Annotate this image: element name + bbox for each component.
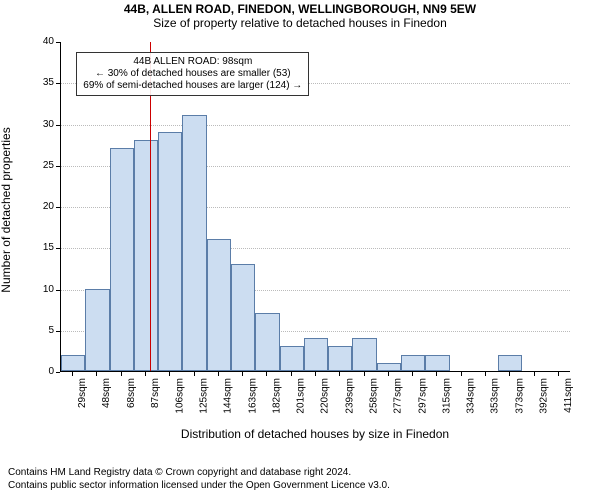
annotation-box: 44B ALLEN ROAD: 98sqm← 30% of detached h… [76,52,309,96]
xticklabel: 373sqm [514,378,525,414]
xtick [436,372,437,376]
yticklabel: 10 [24,284,54,295]
yticklabel: 5 [24,325,54,336]
xticklabel: 239sqm [344,378,355,414]
annotation-line: 69% of semi-detached houses are larger (… [83,80,302,92]
xtick [218,372,219,376]
bar [207,239,231,371]
bar [377,363,401,371]
bar [425,355,449,372]
xticklabel: 163sqm [247,378,258,414]
xticklabel: 353sqm [490,378,501,414]
ytick [56,125,60,126]
xticklabel: 201sqm [296,378,307,414]
xticklabel: 277sqm [393,378,404,414]
xticklabel: 29sqm [77,378,88,408]
xtick [145,372,146,376]
xtick [412,372,413,376]
xticklabel: 334sqm [466,378,477,414]
xticklabel: 68sqm [126,378,137,408]
credit-text: Contains HM Land Registry data © Crown c… [8,467,390,492]
bar [328,346,352,371]
xticklabel: 48sqm [101,378,112,408]
xtick [339,372,340,376]
xtick [121,372,122,376]
ytick [56,207,60,208]
xtick [485,372,486,376]
xticklabel: 220sqm [320,378,331,414]
annotation-line: 44B ALLEN ROAD: 98sqm [83,56,302,68]
xticklabel: 182sqm [271,378,282,414]
bar [498,355,522,372]
yticklabel: 25 [24,160,54,171]
xtick [509,372,510,376]
xticklabel: 125sqm [199,378,210,414]
ytick [56,166,60,167]
bar [110,148,134,371]
xtick [534,372,535,376]
xticklabel: 258sqm [369,378,380,414]
credit-line-1: Contains HM Land Registry data © Crown c… [8,467,390,480]
bar [352,338,376,371]
bar [231,264,255,371]
xtick [96,372,97,376]
plot-area: 44B ALLEN ROAD: 98sqm← 30% of detached h… [60,42,570,372]
xtick [266,372,267,376]
xticklabel: 106sqm [174,378,185,414]
bar [61,355,85,372]
gridline [61,125,570,126]
xtick [388,372,389,376]
xticklabel: 87sqm [150,378,161,408]
xaxis-title: Distribution of detached houses by size … [60,427,570,441]
bar [182,115,206,371]
xticklabel: 411sqm [563,378,574,413]
credit-line-2: Contains public sector information licen… [8,480,390,493]
xticklabel: 315sqm [441,378,452,414]
xticklabel: 297sqm [417,378,428,414]
ytick [56,42,60,43]
ytick [56,290,60,291]
xtick [461,372,462,376]
ytick [56,372,60,373]
bar [158,132,182,371]
histogram-chart: 44B ALLEN ROAD: 98sqm← 30% of detached h… [0,2,600,462]
bar [304,338,328,371]
bar [134,140,158,371]
yticklabel: 20 [24,201,54,212]
xticklabel: 392sqm [539,378,550,414]
xtick [364,372,365,376]
bar [255,313,279,371]
bar [85,289,109,372]
xtick [291,372,292,376]
xtick [558,372,559,376]
xtick [194,372,195,376]
yticklabel: 35 [24,77,54,88]
ytick [56,83,60,84]
xtick [72,372,73,376]
yticklabel: 40 [24,36,54,47]
bar [280,346,304,371]
xtick [169,372,170,376]
ytick [56,331,60,332]
xtick [315,372,316,376]
yticklabel: 0 [24,366,54,377]
bar [401,355,425,372]
xticklabel: 144sqm [223,378,234,414]
yticklabel: 30 [24,119,54,130]
ytick [56,248,60,249]
yticklabel: 15 [24,242,54,253]
annotation-line: ← 30% of detached houses are smaller (53… [83,68,302,80]
xtick [242,372,243,376]
